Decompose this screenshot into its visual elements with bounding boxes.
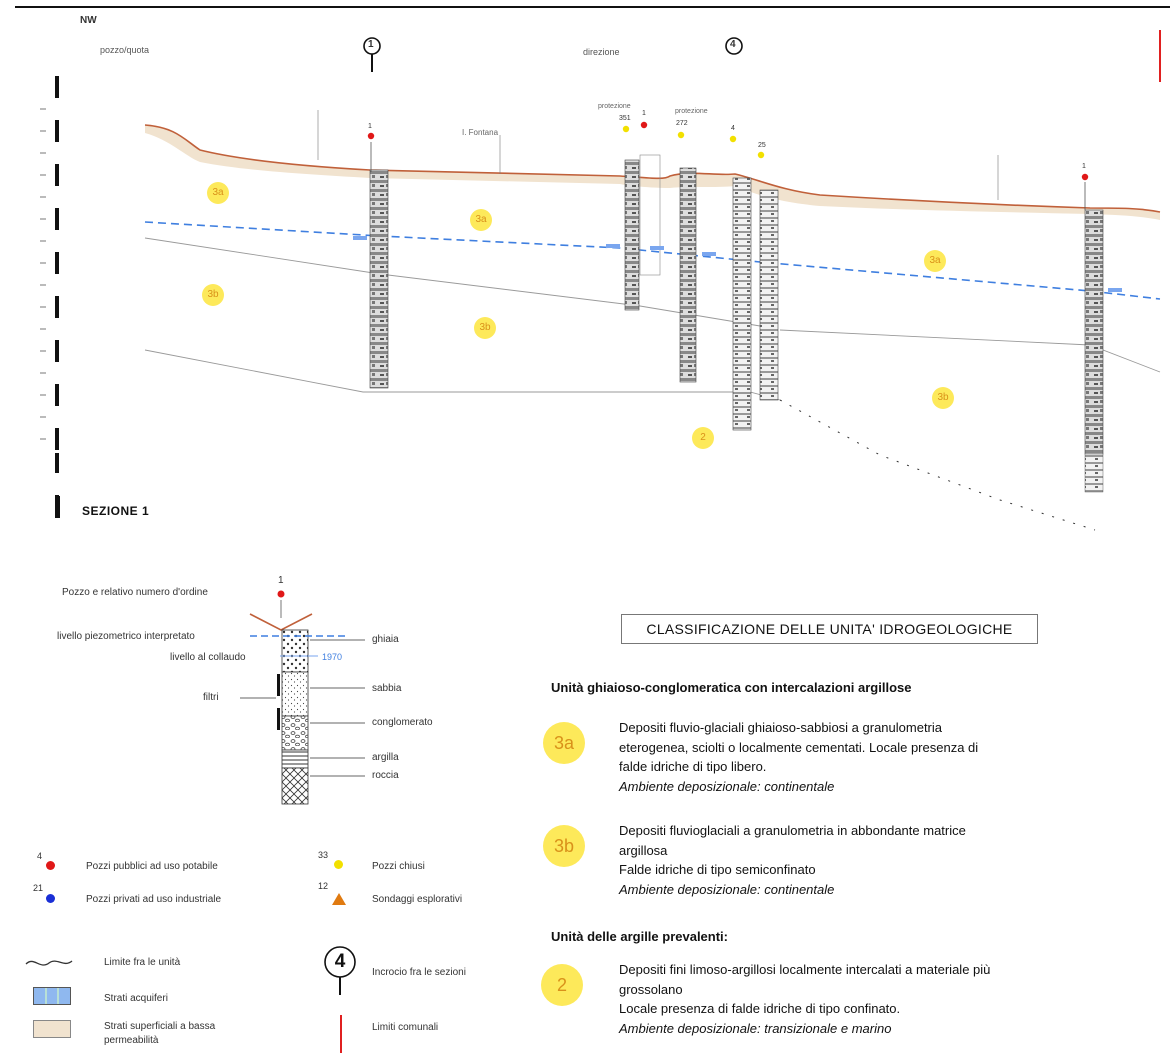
well-number-d: 272 xyxy=(676,120,688,127)
well-column-5 xyxy=(759,189,779,401)
well-column-1 xyxy=(369,169,389,389)
closed-well-num: 33 xyxy=(318,850,329,860)
well-column-6-base xyxy=(1084,453,1104,493)
well-number-f: 25 xyxy=(758,142,766,149)
private-well-num: 21 xyxy=(33,883,44,893)
section-crossing-4 xyxy=(725,37,743,55)
public-well-marker xyxy=(640,121,648,129)
limite-label: Limite fra le unità xyxy=(104,957,181,968)
public-well-marker xyxy=(277,590,285,598)
well-tag-d: protezione xyxy=(675,108,708,115)
unit-desc-3a: Depositi fluvio-glaciali ghiaioso-sabbio… xyxy=(619,720,979,794)
lith-sabbia: sabbia xyxy=(372,683,402,694)
top-label-b: direzione xyxy=(583,47,620,57)
collaudo-label: livello al collaudo xyxy=(170,652,246,663)
well-number-c: 1 xyxy=(642,110,646,117)
well-number-g: 1 xyxy=(1082,163,1086,170)
well-tag-b: protezione xyxy=(598,103,631,110)
group-title-1: Unità ghiaioso-conglomeratica con interc… xyxy=(551,680,912,695)
surface-layer xyxy=(145,125,1160,220)
superficiali-swatch-icon xyxy=(33,1020,71,1038)
unit-label-2: 2 xyxy=(692,427,714,449)
boundary-deep xyxy=(779,399,1096,531)
section-title: SEZIONE 1 xyxy=(82,504,150,518)
limite-wave-icon xyxy=(25,960,73,966)
unit-desc-2: Depositi fini limoso-argillosi localment… xyxy=(619,962,991,1036)
closed-well-label: Pozzi chiusi xyxy=(372,861,425,872)
section-crossing-1 xyxy=(363,37,381,72)
piezo-label: livello piezometrico interpretato xyxy=(57,631,195,642)
closed-well-marker xyxy=(677,131,685,139)
closed-well-marker xyxy=(622,125,630,133)
unit-badge-3a: 3a xyxy=(543,722,585,764)
public-well-marker xyxy=(367,132,375,140)
acquiferi-label: Strati acquiferi xyxy=(104,993,168,1004)
collaudo-year: 1970 xyxy=(322,652,343,662)
public-well-marker xyxy=(1081,173,1089,181)
incrocio-symbol-icon xyxy=(324,946,356,995)
comunali-line-icon xyxy=(340,1015,342,1053)
public-well-num: 4 xyxy=(37,851,43,861)
superficiali-label: Strati superficiali a bassa permeabilità xyxy=(104,1021,216,1046)
private-well-icon xyxy=(46,894,55,903)
boundary-3a-3b xyxy=(144,237,761,327)
sondaggi-label: Sondaggi esplorativi xyxy=(372,894,463,905)
closed-well-icon xyxy=(334,860,343,869)
cross-section xyxy=(15,6,1170,531)
ground-surface-line xyxy=(144,124,1161,213)
acquiferi-swatch-icon xyxy=(33,987,71,1005)
water-table-line xyxy=(144,221,1161,300)
public-well-label: Pozzi pubblici ad uso potabile xyxy=(86,861,218,872)
sondaggi-num: 12 xyxy=(318,881,329,891)
group-title-2: Unità delle argille prevalenti: xyxy=(551,929,728,944)
well-column-6 xyxy=(1084,209,1104,455)
lith-roccia: roccia xyxy=(372,770,399,781)
unit-label-3b: 3b xyxy=(474,317,496,339)
crossing-4-number: 4 xyxy=(730,39,736,50)
well-column-4 xyxy=(732,177,752,431)
well-label: Pozzo e relativo numero d'ordine xyxy=(62,587,208,598)
unit-label-3a: 3a xyxy=(924,250,946,272)
public-well-icon xyxy=(46,861,55,870)
ground-label-a: I. Fontana xyxy=(462,128,499,137)
sondaggio-triangle-icon xyxy=(332,893,346,905)
unit-badge-2: 2 xyxy=(541,964,583,1006)
lith-ghiaia: ghiaia xyxy=(372,634,399,645)
well-legend-graphic xyxy=(240,590,365,805)
unit-label-3a: 3a xyxy=(207,182,229,204)
well-number-label: 1 xyxy=(278,575,284,586)
vertical-scale-bar xyxy=(40,76,59,515)
corner-label: NW xyxy=(80,15,97,26)
closed-well-marker xyxy=(757,151,765,159)
unit-label-3a: 3a xyxy=(470,209,492,231)
closed-well-marker xyxy=(729,135,737,143)
well-column-2 xyxy=(624,159,640,311)
unit-label-3b: 3b xyxy=(932,387,954,409)
crossing-1-number: 1 xyxy=(368,39,374,50)
lith-argilla: argilla xyxy=(372,752,399,763)
lith-conglomerato: conglomerato xyxy=(372,717,433,728)
incrocio-label: Incrocio fra le sezioni xyxy=(372,967,466,978)
private-well-label: Pozzi privati ad uso industriale xyxy=(86,894,222,905)
well-column-3 xyxy=(679,167,697,383)
filtri-label: filtri xyxy=(203,692,219,703)
unit-desc-3b: Depositi fluvioglaciali a granulometria … xyxy=(619,823,966,897)
unit-badge-3b: 3b xyxy=(543,825,585,867)
unit-label-3b: 3b xyxy=(202,284,224,306)
well-number-b: 351 xyxy=(619,115,631,122)
incrocio-number: 4 xyxy=(334,951,346,972)
classification-title: CLASSIFICAZIONE DELLE UNITA' IDROGEOLOGI… xyxy=(621,614,1038,644)
comunali-label: Limiti comunali xyxy=(372,1022,439,1033)
well-number-a: 1 xyxy=(368,123,372,130)
well-number-e: 4 xyxy=(731,125,735,132)
top-label-a: pozzo/quota xyxy=(100,45,150,55)
